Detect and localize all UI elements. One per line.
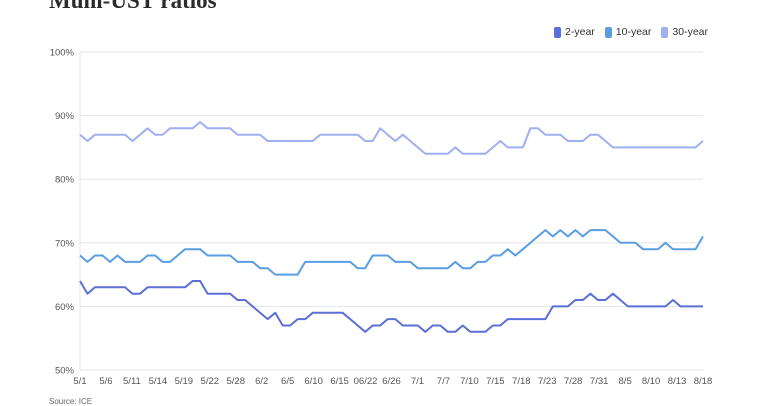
x-tick-label: 6/15 [330,376,349,387]
x-tick-label: 5/28 [227,376,246,387]
legend-swatch-2-year [554,26,562,38]
x-tick-label: 5/6 [99,376,112,387]
x-tick-label: 6/2 [255,376,268,387]
legend-item-2-year[interactable]: 2-year [554,26,595,38]
x-tick-label: 7/31 [590,376,609,387]
gridlines [79,51,703,371]
x-tick-label: 6/5 [281,376,294,387]
y-tick-label: 90% [55,111,75,122]
x-tick-label: 7/28 [564,376,583,387]
x-tick-label: 6/10 [304,376,323,387]
y-tick-label: 80% [55,175,75,186]
series-line-2-year[interactable] [79,280,703,333]
legend-swatch-10-year [604,26,612,38]
y-tick-label: 70% [55,238,75,249]
legend-label-10-year: 10-year [615,26,652,38]
x-tick-label: 8/13 [668,376,687,387]
x-tick-label: 7/1 [411,376,424,387]
legend-swatch-30-year [661,26,669,38]
x-tick-label: 5/11 [123,376,141,387]
x-tick-label: 5/14 [149,376,168,387]
x-tick-label: 8/5 [619,376,632,387]
x-tick-label: 7/15 [486,376,505,387]
x-tick-label: 8/10 [642,376,661,387]
x-axis-ticks: 5/1 5/6 5/11 5/14 5/19 5/22 5/28 6/2 6/5 6/10 6/15… [73,376,712,387]
x-tick-label: 7/18 [512,376,531,387]
x-tick-label: 06/22 [354,376,378,387]
x-tick-label: 7/7 [437,376,450,387]
y-tick-label: 100% [50,48,75,59]
legend-item-10-year[interactable]: 10-year [604,26,652,38]
x-tick-label: 6/26 [382,376,401,387]
y-tick-label: 50% [55,366,75,377]
y-tick-label: 60% [55,302,75,313]
x-tick-label: 8/18 [694,376,713,387]
x-tick-label: 7/23 [538,376,557,387]
y-axis-ticks: 50% 60% 70% 80% 90% 100% [50,48,75,377]
chart-title: Muni-UST ratios [49,0,217,13]
series-line-30-year[interactable] [79,121,704,155]
legend-label-30-year: 30-year [672,26,708,38]
series-lines [79,121,704,333]
legend-label-2-year: 2-year [565,26,595,38]
x-tick-label: 7/10 [460,376,479,387]
chart-legend: 2-year 10-year 30-year [554,26,708,38]
x-tick-label: 5/19 [175,376,194,387]
series-line-10-year[interactable] [79,229,704,276]
legend-item-30-year[interactable]: 30-year [661,26,708,38]
chart-source: Source: ICE [49,397,93,406]
x-tick-label: 5/22 [201,376,220,387]
x-tick-label: 5/1 [73,376,86,387]
